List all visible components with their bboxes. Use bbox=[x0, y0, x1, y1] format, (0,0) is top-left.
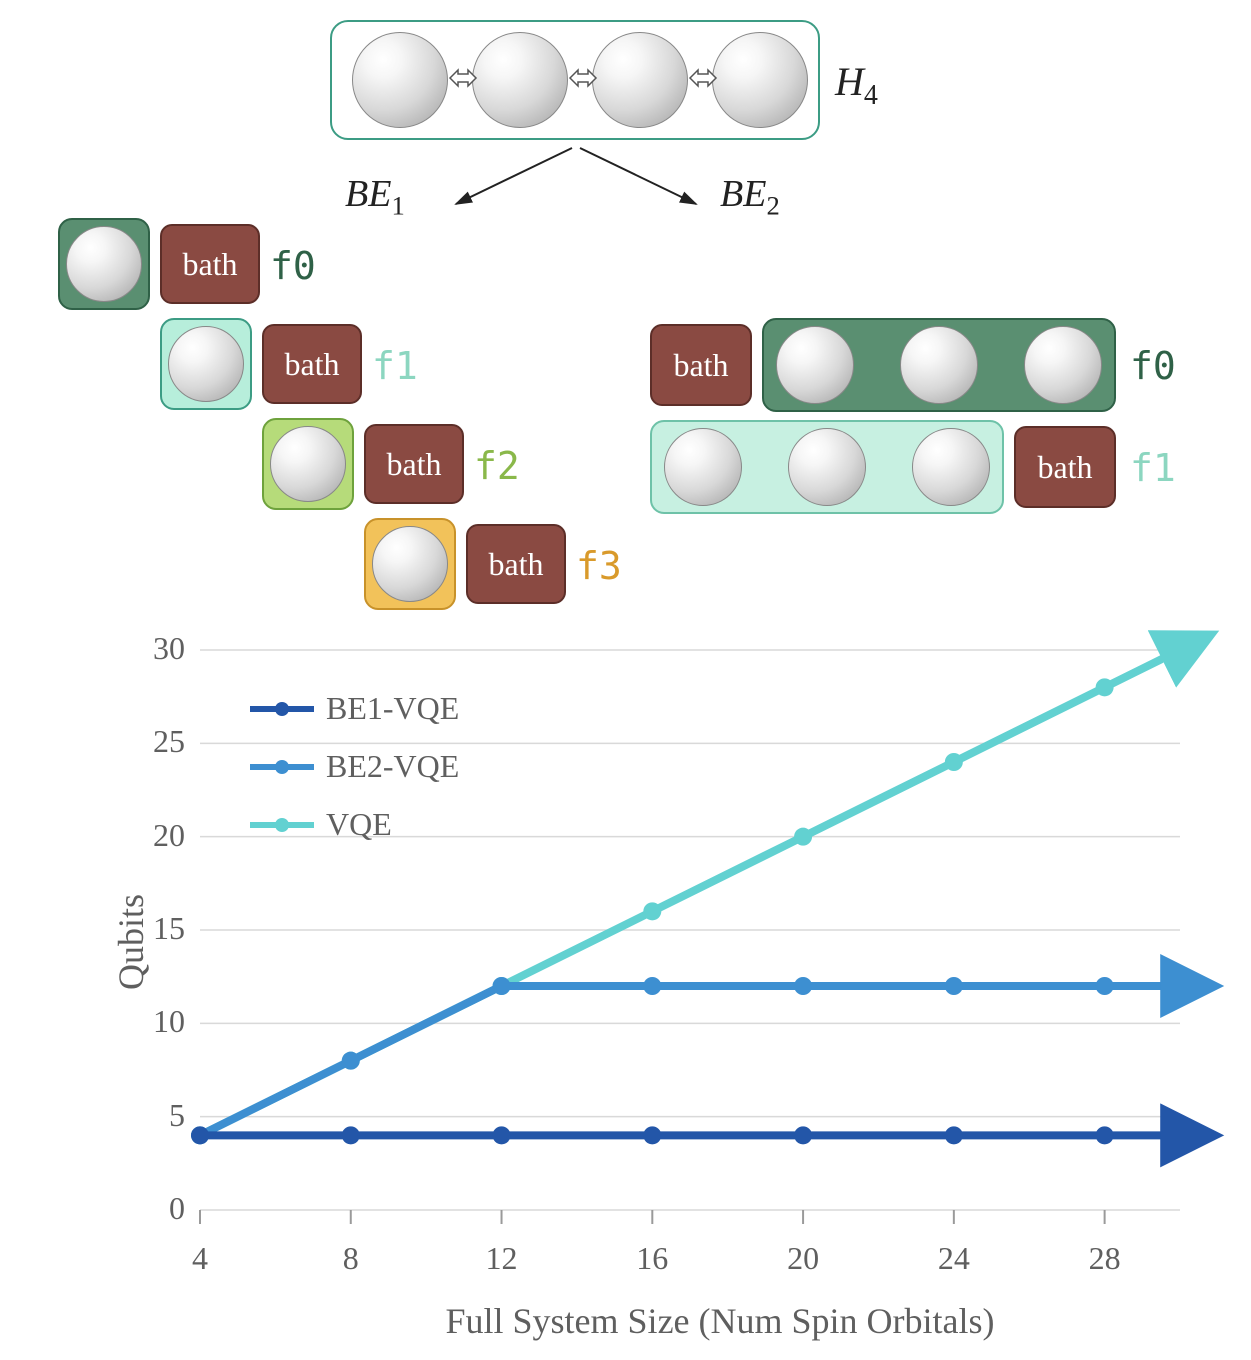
legend-BE2-VQE: BE2-VQE bbox=[250, 748, 459, 785]
y-axis-label: Qubits bbox=[110, 894, 152, 990]
legend-swatch bbox=[250, 764, 314, 770]
legend-swatch bbox=[250, 822, 314, 828]
qubits-chart bbox=[0, 0, 1251, 1360]
ytick-30: 30 bbox=[130, 630, 185, 667]
legend-BE1-VQE: BE1-VQE bbox=[250, 690, 459, 727]
ytick-20: 20 bbox=[130, 817, 185, 854]
ytick-0: 0 bbox=[130, 1190, 185, 1227]
xtick-4: 4 bbox=[170, 1240, 230, 1277]
xtick-24: 24 bbox=[924, 1240, 984, 1277]
x-axis-label: Full System Size (Num Spin Orbitals) bbox=[370, 1300, 1070, 1342]
legend-label: BE1-VQE bbox=[326, 690, 459, 727]
ytick-5: 5 bbox=[130, 1097, 185, 1134]
xtick-8: 8 bbox=[321, 1240, 381, 1277]
legend-VQE: VQE bbox=[250, 806, 392, 843]
xtick-12: 12 bbox=[472, 1240, 532, 1277]
ytick-25: 25 bbox=[130, 723, 185, 760]
legend-swatch bbox=[250, 706, 314, 712]
xtick-16: 16 bbox=[622, 1240, 682, 1277]
xtick-20: 20 bbox=[773, 1240, 833, 1277]
ytick-10: 10 bbox=[130, 1003, 185, 1040]
legend-label: VQE bbox=[326, 806, 392, 843]
legend-label: BE2-VQE bbox=[326, 748, 459, 785]
xtick-28: 28 bbox=[1075, 1240, 1135, 1277]
